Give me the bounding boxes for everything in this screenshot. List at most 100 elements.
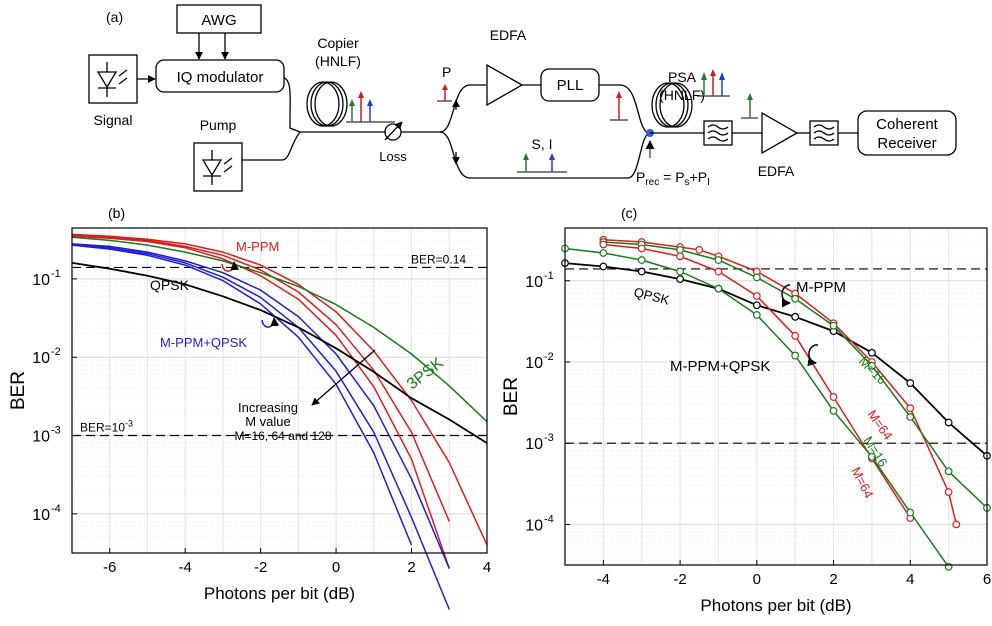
annotation-label: M-PPM <box>796 279 846 296</box>
plot-frame <box>564 227 988 566</box>
data-point <box>695 246 704 254</box>
data-point <box>944 488 953 496</box>
reference-line-label: BER=10-3 <box>80 419 133 435</box>
y-tick-exponent: -2 <box>51 346 61 358</box>
data-point <box>906 404 915 413</box>
panel-label-a: (a) <box>106 9 123 25</box>
data-point <box>868 452 876 461</box>
curve-group-marker-ppm-qpsk <box>807 344 819 367</box>
data-point <box>829 393 838 401</box>
data-point <box>676 267 684 276</box>
y-tick-label: 10 <box>525 517 543 534</box>
x-tick-label: -6 <box>103 559 116 576</box>
y-tick-exponent: -2 <box>544 351 554 363</box>
y-tick-exponent: -4 <box>51 503 61 515</box>
series-line <box>71 233 488 546</box>
x-tick-label: 2 <box>829 571 837 588</box>
awg-box <box>176 4 262 34</box>
annotation-label: M-PPM+QPSK <box>670 358 770 375</box>
annotation-label: M=16, 64 and 128 <box>234 429 331 443</box>
series-line <box>71 244 413 546</box>
x-tick-label: 0 <box>332 559 340 576</box>
y-axis-label: BER <box>501 377 522 416</box>
annotation-label: M-PPM <box>236 239 279 254</box>
copier-sub-label: (HNLF) <box>315 53 361 69</box>
series-line <box>71 244 450 610</box>
annotation-label: M value <box>245 414 291 429</box>
series-line <box>564 262 988 457</box>
x-tick-label: 0 <box>753 571 761 588</box>
data-point <box>637 256 646 264</box>
filtered-spectrum-icon <box>741 93 758 119</box>
data-point <box>676 252 684 261</box>
data-point <box>791 312 800 321</box>
copier-fiber-coil-icon <box>306 81 348 127</box>
y-tick-label: 10 <box>525 355 543 372</box>
data-point <box>791 351 800 360</box>
x-tick-label: 6 <box>983 571 991 588</box>
data-point <box>637 267 646 276</box>
data-point <box>676 246 684 254</box>
increasing-m-arrow <box>311 349 376 406</box>
data-point <box>676 275 684 283</box>
data-point <box>944 467 953 476</box>
loss-label: Loss <box>379 149 407 164</box>
y-tick-exponent: -1 <box>51 268 61 280</box>
data-point <box>868 348 876 357</box>
signal-laser-icon <box>96 62 128 97</box>
data-point <box>637 244 646 253</box>
pump-label: Pump <box>200 117 237 133</box>
iq-modulator-box <box>155 59 285 93</box>
series-line <box>71 234 450 522</box>
data-point <box>752 292 761 300</box>
data-point <box>791 294 800 303</box>
plot-frame <box>71 227 488 554</box>
series-line <box>71 236 488 423</box>
copier-label: Copier <box>317 35 359 51</box>
y-tick-exponent: -3 <box>544 432 554 444</box>
p-spectrum-icon <box>437 84 452 102</box>
x-tick-label: -4 <box>597 571 610 588</box>
y-tick-label: 10 <box>32 429 50 446</box>
data-point <box>752 273 761 282</box>
series-line <box>71 262 488 444</box>
x-tick-label: -2 <box>254 559 267 576</box>
si-spectrum-icon <box>517 153 567 173</box>
annotation-label: M-PPM+QPSK <box>160 335 247 350</box>
data-point <box>791 331 800 340</box>
annotation-label: QPSK <box>150 277 190 293</box>
data-point <box>944 418 953 427</box>
series-line <box>71 243 450 569</box>
y-tick-label: 10 <box>525 436 543 453</box>
psa-label: PSA <box>668 69 697 85</box>
signal-laser-box <box>88 54 138 104</box>
data-point <box>752 301 761 310</box>
y-tick-exponent: -4 <box>544 513 554 525</box>
data-point <box>714 284 723 293</box>
p-label: P <box>442 64 451 80</box>
pump-laser-box <box>193 142 243 192</box>
x-tick-label: -4 <box>179 559 192 576</box>
pump-spectrum-icon <box>610 91 628 121</box>
data-point <box>952 520 961 529</box>
pump-laser-icon <box>201 150 233 185</box>
data-point <box>752 311 761 319</box>
y-tick-exponent: -1 <box>544 270 554 282</box>
y-tick-label: 10 <box>32 350 50 367</box>
data-point <box>868 361 876 370</box>
y-axis-label: BER <box>8 371 29 410</box>
y-tick-exponent: -3 <box>51 425 61 437</box>
curve-group-marker-ppm <box>781 284 791 308</box>
iq-modulator-label: IQ modulator <box>177 69 264 86</box>
x-tick-label: 4 <box>483 559 491 576</box>
y-tick-label: 10 <box>32 507 50 524</box>
data-point <box>906 508 915 517</box>
reference-line-label-exponent: -3 <box>125 419 133 429</box>
series-line <box>603 239 958 525</box>
copier-spectrum-icon <box>346 91 395 123</box>
data-point <box>829 406 838 415</box>
curve-group-marker-red <box>221 261 240 272</box>
